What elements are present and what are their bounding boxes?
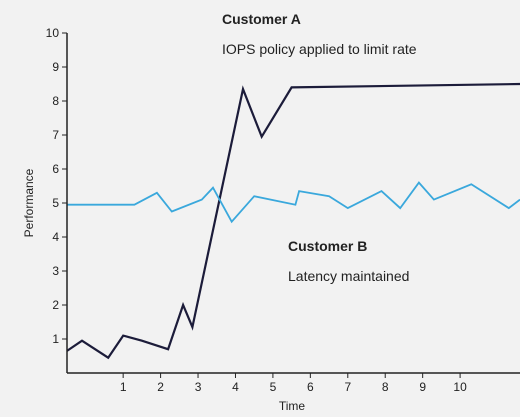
annotation-customer-b-text: Latency maintained xyxy=(288,268,409,284)
y-tick-label: 3 xyxy=(52,264,59,278)
y-tick-label: 2 xyxy=(52,298,59,312)
annotation-customer-a: Customer A IOPS policy applied to limit … xyxy=(222,11,417,57)
annotation-customer-a-title: Customer A xyxy=(222,11,301,27)
series-line-customer-a xyxy=(66,82,520,360)
annotation-customer-b-title: Customer B xyxy=(288,238,367,254)
annotation-customer-a-text: IOPS policy applied to limit rate xyxy=(222,41,417,57)
y-tick-label: 5 xyxy=(52,196,59,210)
y-tick-label: 9 xyxy=(52,60,59,74)
x-tick-label: 5 xyxy=(270,380,277,394)
x-tick-label: 8 xyxy=(382,380,389,394)
x-tick-label: 7 xyxy=(344,380,351,394)
y-tick-label: 7 xyxy=(52,128,59,142)
x-tick-label: 2 xyxy=(157,380,164,394)
y-tick-label: 10 xyxy=(46,26,60,40)
series-lines xyxy=(66,82,520,360)
axis-ticks: 1 2 3 4 5 6 7 8 9 10 1 2 3 4 5 6 7 8 9 10 xyxy=(46,26,467,394)
x-tick-label: 9 xyxy=(419,380,426,394)
x-axis-title: Time xyxy=(279,399,306,413)
series-line-customer-b xyxy=(67,181,520,224)
annotation-customer-b: Customer B Latency maintained xyxy=(288,238,409,284)
x-tick-label: 10 xyxy=(453,380,467,394)
y-tick-label: 1 xyxy=(52,332,59,346)
y-axis-title: Performance xyxy=(22,168,36,237)
x-tick-label: 6 xyxy=(307,380,314,394)
y-tick-label: 4 xyxy=(52,230,59,244)
y-tick-label: 6 xyxy=(52,162,59,176)
y-tick-label: 8 xyxy=(52,94,59,108)
x-tick-label: 1 xyxy=(120,380,127,394)
x-tick-label: 3 xyxy=(195,380,202,394)
x-tick-label: 4 xyxy=(232,380,239,394)
